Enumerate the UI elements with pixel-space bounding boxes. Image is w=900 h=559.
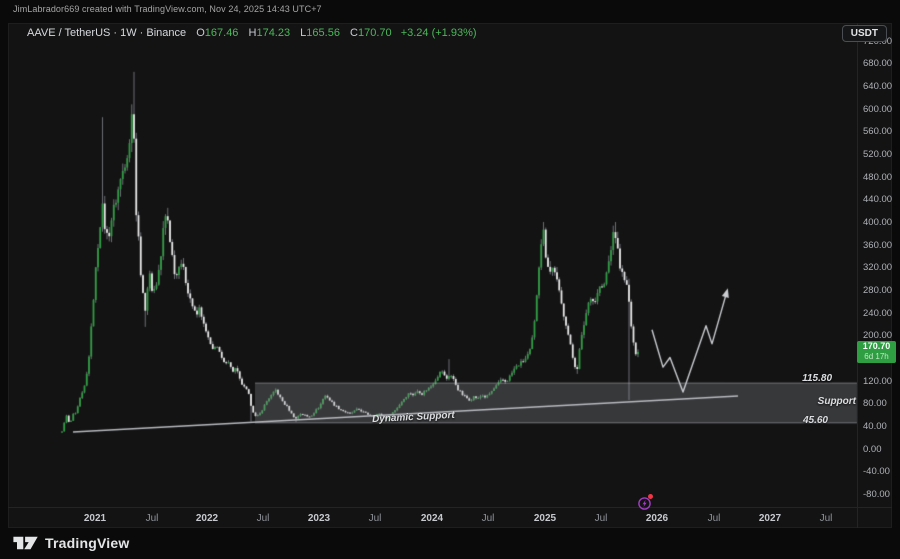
notification-dot <box>648 494 653 499</box>
time-tick-label: Jul <box>707 513 721 524</box>
open-value: 167.46 <box>204 27 239 39</box>
bar-countdown: 6d 17h <box>864 351 889 361</box>
price-axis-separator <box>857 23 858 528</box>
tradingview-logo[interactable]: TradingView <box>13 534 129 552</box>
price-tick-label: 440.00 <box>863 194 893 206</box>
time-tick-label: 2027 <box>758 513 782 524</box>
price-tick-label: -80.00 <box>863 489 890 501</box>
tradingview-logo-text: TradingView <box>45 535 130 551</box>
close-label: C <box>350 27 358 39</box>
time-tick-label: 2023 <box>307 513 331 524</box>
price-tick-label: 240.00 <box>863 307 893 319</box>
time-tick-label: Jul <box>145 513 159 524</box>
price-tick-label: 680.00 <box>863 58 893 70</box>
price-tick-label: 320.00 <box>863 262 893 274</box>
time-tick-label: 2021 <box>83 513 107 524</box>
time-axis[interactable]: 2021 Jul 2022 Jul 2023 Jul 2024 Jul 2025 Jul 2026 J… <box>8 507 857 528</box>
high-value: 174.23 <box>256 27 291 39</box>
time-tick-label: Jul <box>256 513 270 524</box>
time-tick-label: Jul <box>594 513 608 524</box>
price-tick-label: 200.00 <box>863 330 893 342</box>
open-label: O <box>196 27 205 39</box>
time-tick-label: 2025 <box>533 513 557 524</box>
lightning-bolt-icon <box>638 497 651 510</box>
support-zone-top-price: 115.80 <box>802 373 832 384</box>
close-value: 170.70 <box>357 27 392 39</box>
low-value: 165.56 <box>306 27 340 39</box>
events-lightning-icon[interactable] <box>637 494 653 511</box>
price-tick-label: 480.00 <box>863 171 893 183</box>
time-tick-label: Jul <box>819 513 833 524</box>
last-price-value: 170.70 <box>862 341 891 352</box>
time-tick-label: 2022 <box>195 513 219 524</box>
currency-toggle-button[interactable]: USDT <box>841 25 887 42</box>
last-price-badge: 170.70 6d 17h <box>857 340 896 363</box>
price-tick-label: 280.00 <box>863 285 893 297</box>
price-tick-label: 80.00 <box>863 398 887 410</box>
price-tick-label: 640.00 <box>863 81 893 93</box>
price-tick-label: 40.00 <box>863 421 887 433</box>
price-tick-label: 400.00 <box>863 217 893 229</box>
support-zone-bottom-price: 45.60 <box>802 415 828 426</box>
price-tick-label: 0.00 <box>863 443 882 455</box>
time-axis-separator <box>8 507 892 508</box>
time-tick-label: Jul <box>368 513 382 524</box>
tradingview-logo-icon <box>13 536 38 550</box>
high-label: H <box>248 27 257 39</box>
price-tick-label: 600.00 <box>863 103 893 115</box>
price-tick-label: 560.00 <box>863 126 893 138</box>
price-tick-label: -40.00 <box>863 466 890 478</box>
price-tick-label: 120.00 <box>863 375 893 387</box>
price-axis[interactable]: 720.00680.00640.00600.00560.00520.00480.… <box>857 23 892 507</box>
time-tick-label: Jul <box>481 513 495 524</box>
symbol-legend[interactable]: AAVE / TetherUS · 1W · Binance O167.46 H… <box>27 27 477 39</box>
symbol-title[interactable]: AAVE / TetherUS · 1W · Binance <box>27 27 187 39</box>
price-tick-label: 520.00 <box>863 149 893 161</box>
price-tick-label: 360.00 <box>863 239 893 251</box>
time-tick-label: 2024 <box>420 513 444 524</box>
attribution-text: JimLabrador669 created with TradingView.… <box>13 4 322 14</box>
time-tick-label: 2026 <box>645 513 669 524</box>
low-label: L <box>300 27 307 39</box>
change-value: +3.24 (+1.93%) <box>400 27 477 39</box>
support-zone-title: Support <box>817 396 856 407</box>
